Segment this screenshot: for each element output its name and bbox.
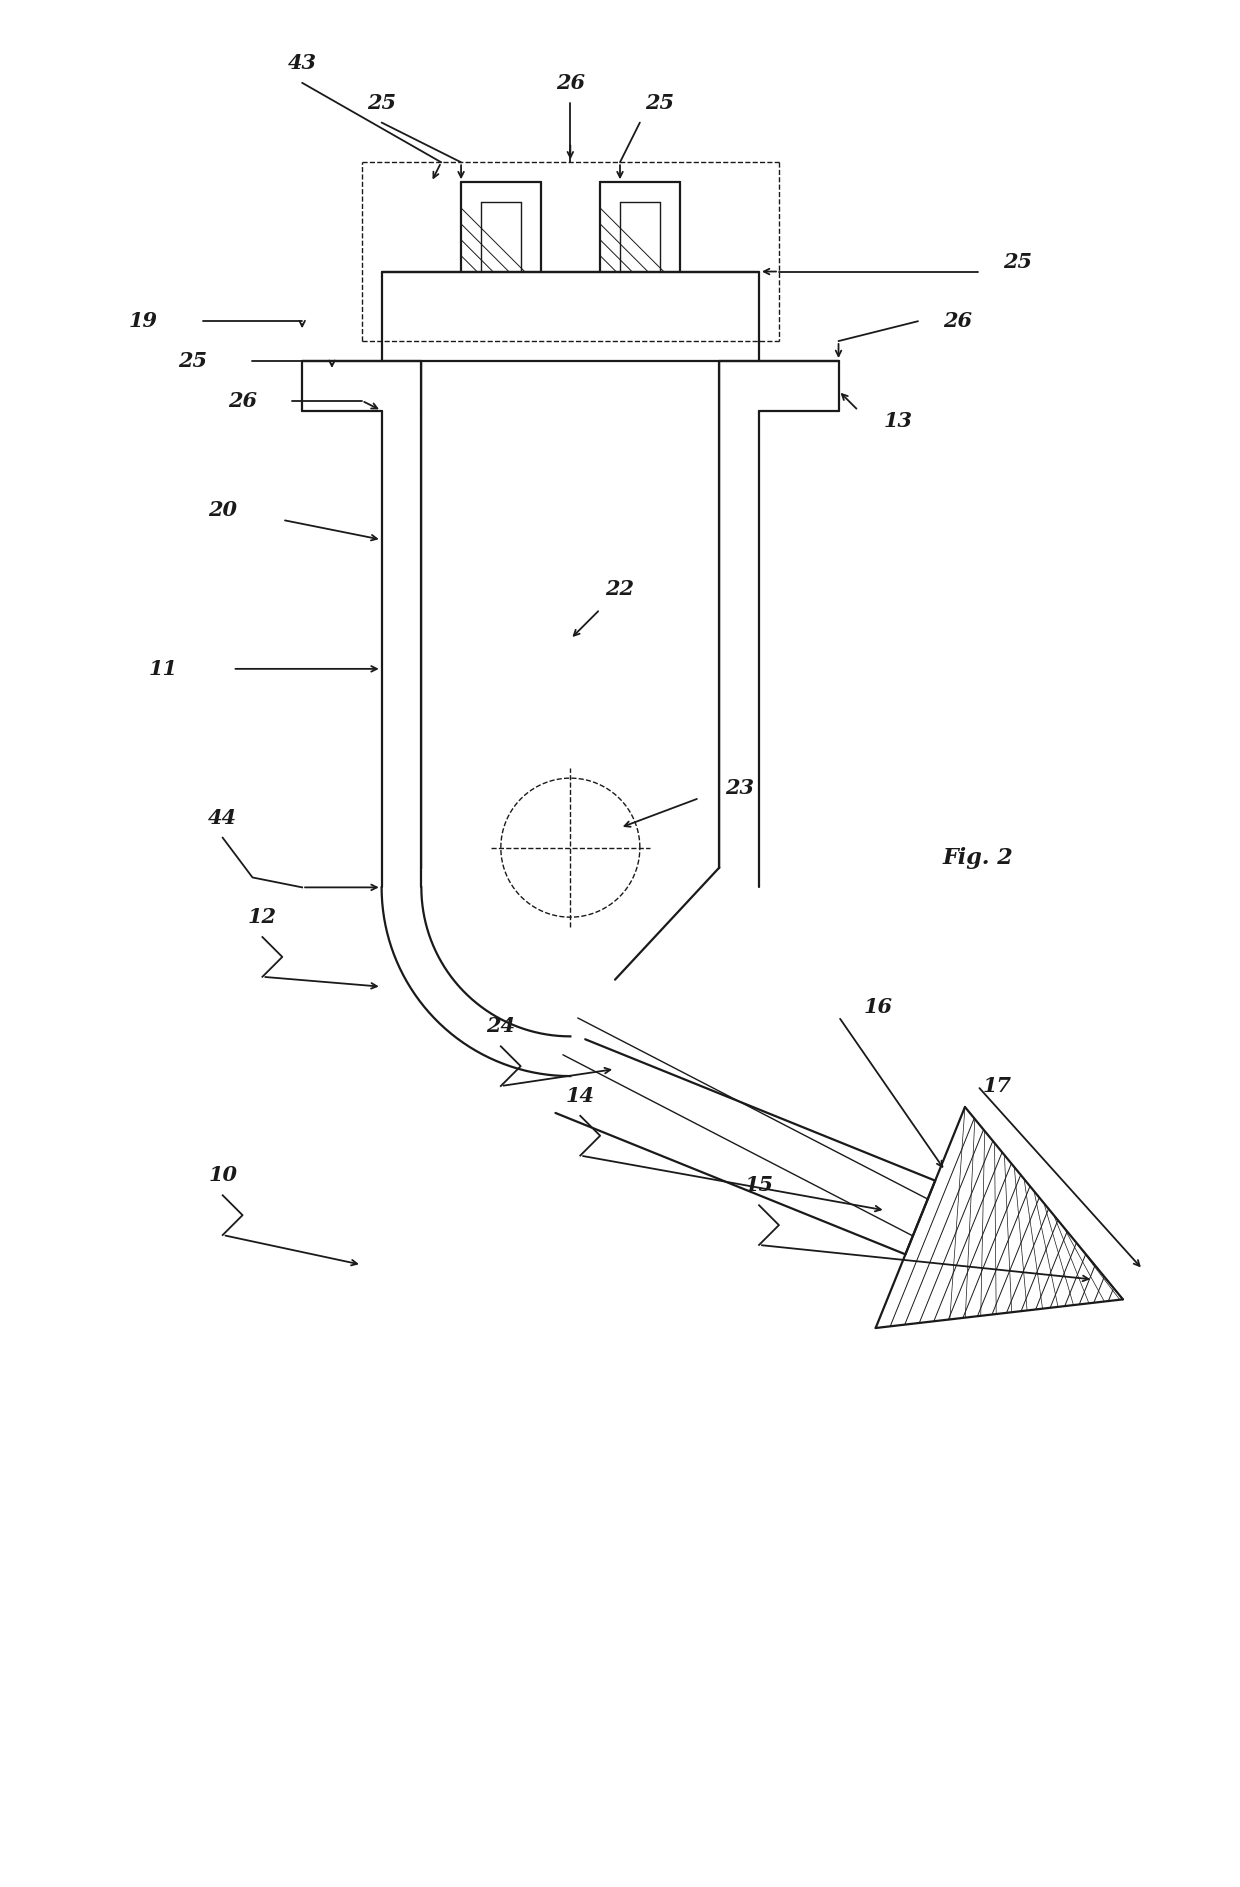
Text: 17: 17 xyxy=(983,1076,1012,1096)
Text: 25: 25 xyxy=(179,351,207,372)
Text: 25: 25 xyxy=(367,92,396,113)
Text: 26: 26 xyxy=(228,391,257,411)
Text: 11: 11 xyxy=(149,659,177,679)
Text: 25: 25 xyxy=(645,92,675,113)
Text: 13: 13 xyxy=(884,411,913,430)
Text: 26: 26 xyxy=(944,311,972,332)
Text: 43: 43 xyxy=(288,53,316,74)
Text: 24: 24 xyxy=(486,1017,516,1036)
Text: 15: 15 xyxy=(744,1176,774,1194)
Text: 14: 14 xyxy=(565,1085,595,1106)
Text: 20: 20 xyxy=(208,500,237,521)
Text: 44: 44 xyxy=(208,808,237,828)
Text: Fig. 2: Fig. 2 xyxy=(942,847,1013,868)
Text: 23: 23 xyxy=(724,777,754,798)
Text: 19: 19 xyxy=(129,311,157,332)
Text: 22: 22 xyxy=(605,579,635,600)
Text: 16: 16 xyxy=(864,996,893,1017)
Text: 25: 25 xyxy=(1003,251,1032,272)
Text: 12: 12 xyxy=(248,908,277,927)
Text: 26: 26 xyxy=(556,74,585,92)
Text: 10: 10 xyxy=(208,1166,237,1185)
